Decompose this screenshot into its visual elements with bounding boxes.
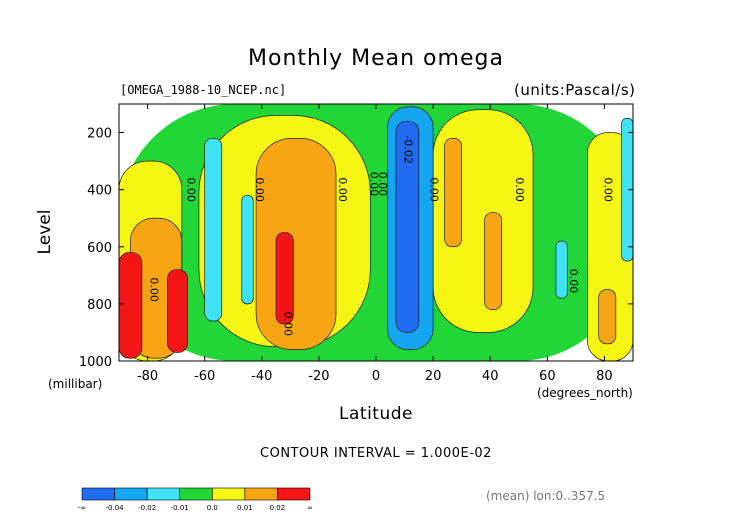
colorbar-swatch	[81, 487, 115, 501]
colorbar-swatch	[244, 487, 278, 501]
x-tick-label: 40	[482, 369, 499, 384]
colorbar-tick-label: -∞	[78, 504, 86, 512]
contour-label: 0.00	[336, 177, 349, 202]
colorbar-swatch	[277, 487, 311, 501]
contour-label: 0.00	[253, 177, 266, 202]
x-tick-label: -60	[194, 369, 215, 384]
colorbar-tick-label: -0.02	[138, 504, 156, 512]
x-tick-label: 80	[596, 369, 613, 384]
contour-region	[275, 232, 294, 325]
contour-region	[395, 120, 420, 333]
y-axis-unit: (millibar)	[48, 377, 103, 391]
plot-area: 0.00 0.00 0.00 0.000.00-0.020.00 0.00 0.000.0…	[119, 104, 633, 361]
contour-region	[484, 212, 502, 310]
colorbar-tick-label: 0.01	[237, 504, 253, 512]
y-tick-label: 400	[87, 184, 112, 199]
x-tick-label: -40	[251, 369, 272, 384]
colorbar-swatch	[179, 487, 213, 501]
contour-label: 0.00	[185, 177, 198, 202]
contour-region	[119, 104, 633, 361]
y-tick-label: 600	[87, 241, 112, 256]
contour-label: 0.00	[427, 177, 440, 202]
y-tick-label: 1000	[79, 355, 112, 370]
x-tick-label: -20	[308, 369, 329, 384]
colorbar-tick-label: 0.0	[207, 504, 218, 512]
axes: -80 -60 -40 -20 0 20 40 60 80 200 400 600 800 1000	[79, 104, 633, 384]
chart-title: Monthly Mean omega	[248, 46, 504, 71]
mean-note: (mean) lon:0..357.5	[486, 489, 606, 503]
contour-label: 0.00	[567, 269, 580, 294]
contour-region	[598, 289, 617, 345]
colorbar-tick-label: 0.02	[270, 504, 286, 512]
y-tick-label: 800	[87, 298, 112, 313]
contour-region	[255, 137, 337, 350]
x-tick-label: 20	[425, 369, 442, 384]
y-tick-label: 200	[87, 127, 112, 142]
x-tick-label: 60	[539, 369, 556, 384]
colorbar-tick-label: ∞	[307, 504, 313, 512]
contour-region	[204, 137, 223, 322]
x-axis-label: Latitude	[339, 404, 413, 424]
colorbar-tick-label: -0.01	[171, 504, 189, 512]
colorbar: -∞ -0.04 -0.02 -0.01 0.0 0.01 0.02 ∞	[78, 487, 313, 512]
x-tick-label: 0	[372, 369, 380, 384]
contour-region	[167, 269, 188, 353]
contour-label: 0.00	[282, 312, 295, 337]
x-axis-unit: (degrees_north)	[537, 386, 633, 400]
contour-label: 0.00	[601, 177, 614, 202]
colorbar-swatch	[146, 487, 181, 501]
colorbar-tick-label: -0.04	[106, 504, 125, 512]
colorbar-swatch	[211, 487, 246, 501]
contour-region	[119, 252, 143, 359]
x-tick-label: -80	[137, 369, 158, 384]
source-file-label: [OMEGA_1988-10_NCEP.nc]	[120, 83, 287, 97]
contour-interval-label: CONTOUR INTERVAL = 1.000E-02	[260, 446, 492, 461]
contour-label: 0.00	[147, 277, 160, 302]
units-label: (units:Pascal/s)	[514, 81, 636, 99]
contour-region	[241, 195, 254, 305]
contour-label: 0.00	[367, 172, 380, 197]
contour-label: -0.02	[402, 135, 415, 163]
contour-region	[444, 137, 462, 248]
contour-label: 0.00	[513, 177, 526, 202]
contour-label: 0.00	[376, 172, 389, 197]
contour-region	[555, 240, 568, 299]
colorbar-swatch	[114, 487, 148, 501]
